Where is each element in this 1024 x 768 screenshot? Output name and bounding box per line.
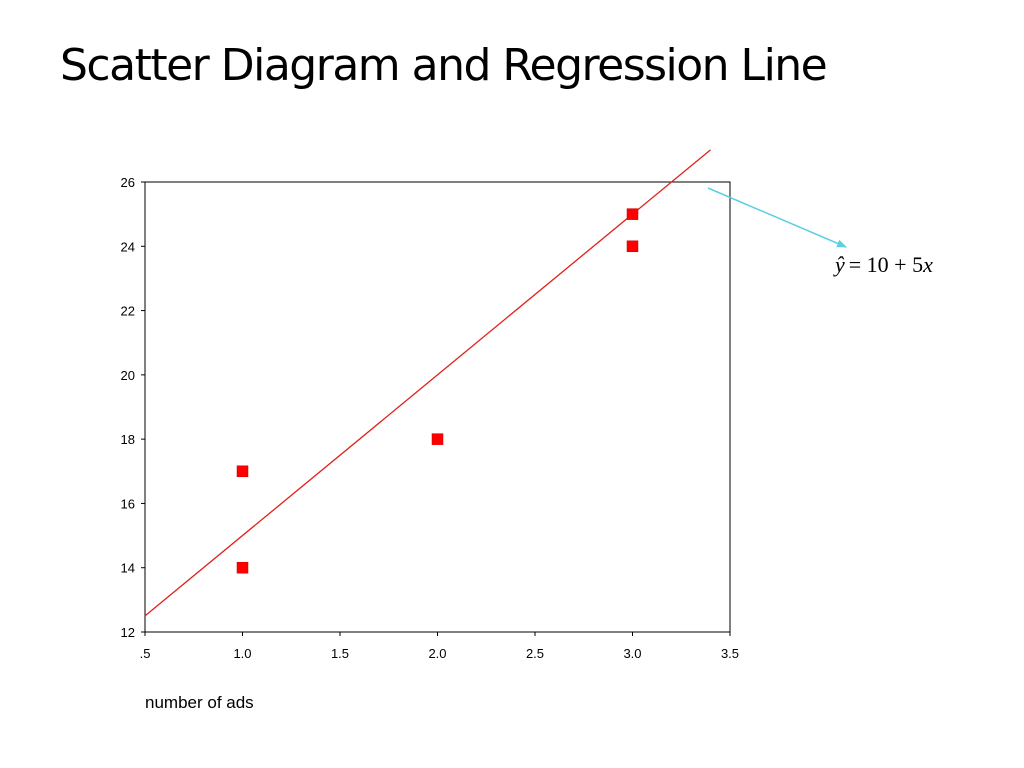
equation-rhs: = 10 + 5 (849, 252, 923, 277)
x-tick-label: .5 (140, 646, 151, 661)
x-axis-label: number of ads (145, 693, 254, 712)
data-point (236, 465, 249, 478)
x-tick-label: 3.5 (721, 646, 739, 661)
x-tick-label: 2.5 (526, 646, 544, 661)
y-tick-label: 12 (121, 625, 135, 640)
equation-pointer-arrow (707, 187, 847, 248)
data-point (236, 561, 249, 574)
x-tick-label: 1.5 (331, 646, 349, 661)
y-tick-label: 16 (121, 496, 135, 511)
scatter-points (236, 208, 639, 574)
y-tick-label: 14 (121, 561, 135, 576)
data-point (431, 433, 444, 445)
y-tick-label: 18 (121, 432, 135, 447)
x-axis-ticks: .5 1.0 1.5 2.0 2.5 3.0 3.5 (140, 632, 739, 661)
x-tick-label: 1.0 (233, 646, 251, 661)
data-point (626, 208, 639, 220)
y-tick-label: 24 (121, 239, 135, 254)
regression-equation: ŷ = 10 + 5x (833, 252, 933, 277)
regression-line (144, 149, 711, 617)
y-tick-label: 22 (121, 304, 135, 319)
y-tick-label: 20 (121, 368, 135, 383)
x-tick-label: 2.0 (428, 646, 446, 661)
plot-area-frame (144, 181, 731, 633)
equation-yhat: ŷ (833, 252, 845, 277)
slide-title: Scatter Diagram and Regression Line (60, 40, 828, 91)
equation-x: x (922, 252, 933, 277)
x-tick-label: 3.0 (623, 646, 641, 661)
y-tick-label: 26 (121, 175, 135, 190)
data-point (626, 240, 639, 253)
y-axis-ticks: 12 14 16 18 20 22 24 26 (121, 175, 145, 640)
